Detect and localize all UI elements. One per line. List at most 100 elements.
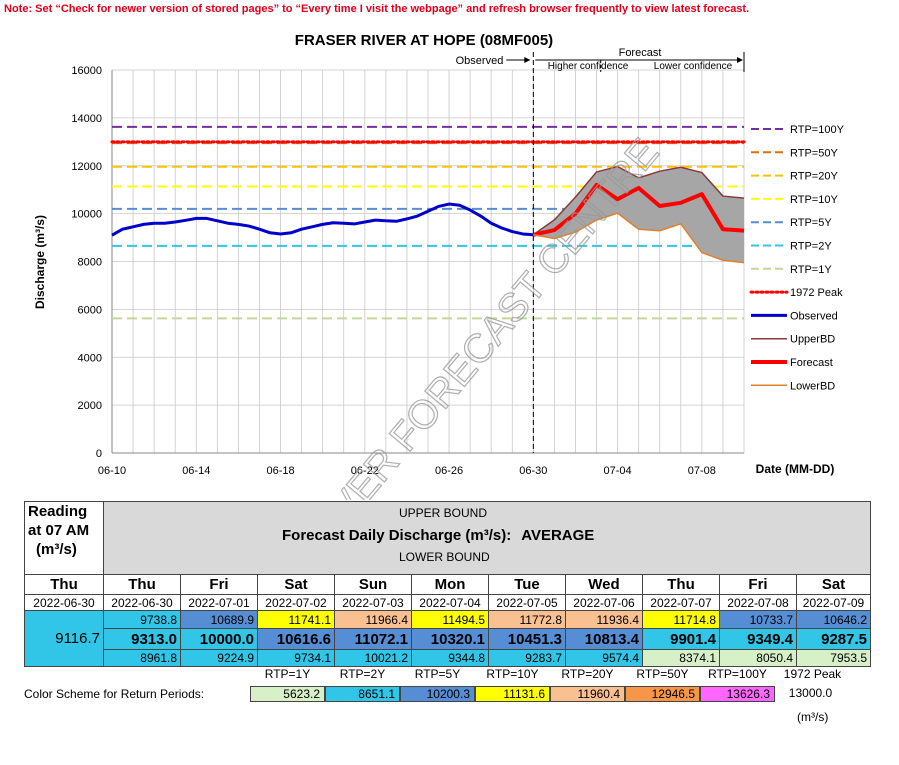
lower-bound-cell: 9344.8 — [411, 649, 489, 667]
series-line — [532, 182, 745, 237]
forecast-label: Forecast — [619, 47, 662, 59]
average-cell: 10000.0 — [180, 628, 258, 650]
x-tick-label: 06-26 — [435, 465, 463, 477]
average-cell: 10451.3 — [488, 628, 566, 650]
day-cell: Sat — [257, 574, 335, 595]
average-cell: 9349.4 — [719, 628, 797, 650]
return-period-value: 11960.4 — [550, 686, 625, 702]
reading-header-line3: (m³/s) — [36, 541, 77, 558]
discharge-chart: FRASER RIVER AT HOPE (08MF005) 0 2000 4000… — [33, 32, 845, 500]
x-tick-label: 06-10 — [98, 465, 126, 477]
date-cell: 2022-07-04 — [411, 594, 489, 611]
date-cell: 2022-07-07 — [642, 594, 720, 611]
x-tick-label: 06-14 — [182, 465, 210, 477]
higher-confidence-label: Higher confidence — [548, 61, 629, 72]
reading-header: Reading at 07 AM (m³/s) — [24, 501, 104, 575]
average-cell: 9313.0 — [103, 628, 181, 650]
y-tick-label: 8000 — [78, 257, 102, 269]
return-period-name: RTP=20Y — [561, 667, 614, 681]
y-tick-label: 6000 — [78, 304, 102, 316]
x-tick-label: 06-22 — [351, 465, 379, 477]
legend-label: RTP=50Y — [790, 147, 838, 159]
y-tick-label: 14000 — [71, 113, 102, 125]
lower-confidence-label: Lower confidence — [654, 61, 733, 72]
y-tick-label: 2000 — [78, 400, 102, 412]
reading-header-line1: Reading — [28, 503, 88, 520]
reading-value: 9116.7 — [24, 610, 104, 667]
series-line — [111, 202, 534, 237]
legend-label: RTP=10Y — [790, 194, 838, 206]
date-cell: 2022-07-08 — [719, 594, 797, 611]
confidence-band — [533, 166, 744, 263]
upper-bound-cell: 10646.2 — [796, 610, 871, 629]
date-cell: 2022-07-02 — [257, 594, 335, 611]
lower-bound-cell: 9283.7 — [488, 649, 566, 667]
reading-date: 2022-06-30 — [24, 594, 104, 611]
upper-bound-cell: 10733.7 — [719, 610, 797, 629]
series-line — [532, 165, 745, 236]
x-tick-label: 07-04 — [604, 465, 632, 477]
legend-label: RTP=5Y — [790, 217, 832, 229]
day-cell: Thu — [103, 574, 181, 595]
day-cell: Thu — [642, 574, 720, 595]
color-scheme-unit: (m³/s) — [797, 710, 829, 724]
reading-header-line2: at 07 AM — [28, 522, 90, 539]
return-period-value: 11131.6 — [475, 686, 550, 702]
chart-title: FRASER RIVER AT HOPE (08MF005) — [295, 32, 553, 49]
upper-bound-cell: 11772.8 — [488, 610, 566, 629]
return-period-name: RTP=2Y — [339, 667, 386, 681]
upper-bound-cell: 9738.8 — [103, 610, 181, 629]
x-axis-label: Date (MM-DD) — [756, 462, 835, 476]
forecast-header-title: Forecast Daily Discharge (m³/s): — [282, 527, 512, 544]
lower-bound-cell: 9574.4 — [565, 649, 643, 667]
date-cell: 2022-07-01 — [180, 594, 258, 611]
upper-bound-label: UPPER BOUND — [399, 506, 488, 520]
day-cell: Fri — [719, 574, 797, 595]
upper-bound-cell: 11714.8 — [642, 610, 720, 629]
reading-day: Thu — [24, 574, 104, 595]
lower-bound-cell: 10021.2 — [334, 649, 412, 667]
observed-label: Observed — [456, 55, 504, 67]
y-axis-label: Discharge (m³/s) — [33, 215, 47, 309]
legend-label: LowerBD — [790, 380, 835, 392]
x-tick-label: 07-08 — [688, 465, 716, 477]
y-tick-label: 12000 — [71, 161, 102, 173]
average-cell: 9901.4 — [642, 628, 720, 650]
y-tick-label: 10000 — [71, 209, 102, 221]
return-period-name: RTP=5Y — [414, 667, 461, 681]
average-cell: 11072.1 — [334, 628, 412, 650]
return-period-name: RTP=100Y — [708, 667, 767, 681]
legend-label: Observed — [790, 310, 838, 322]
day-cell: Sat — [796, 574, 871, 595]
date-cell: 2022-07-09 — [796, 594, 871, 611]
lower-bound-cell: 8050.4 — [719, 649, 797, 667]
legend-label: RTP=100Y — [790, 124, 845, 136]
average-cell: 9287.5 — [796, 628, 871, 650]
legend-label: UpperBD — [790, 334, 835, 346]
lower-bound-label: LOWER BOUND — [399, 550, 490, 564]
day-cell: Sun — [334, 574, 412, 595]
lower-bound-cell: 9734.1 — [257, 649, 335, 667]
legend-label: RTP=2Y — [790, 241, 832, 253]
day-cell: Fri — [180, 574, 258, 595]
day-cell: Wed — [565, 574, 643, 595]
plot-area: 0 2000 4000 6000 8000 10000 12000 14000 16000 06-… — [71, 47, 844, 477]
return-period-name: RTP=50Y — [636, 667, 689, 681]
color-scheme: Color Scheme for Return Periods: RTP=1Y 5… — [24, 667, 874, 757]
return-period-value: 12946.5 — [625, 686, 700, 702]
legend-label: RTP=1Y — [790, 264, 832, 276]
forecast-note: Note: Set “Check for newer version of st… — [4, 3, 750, 15]
average-cell: 10616.6 — [257, 628, 335, 650]
y-tick-label: 16000 — [71, 65, 102, 77]
upper-bound-cell: 11741.1 — [257, 610, 335, 629]
legend-label: Forecast — [790, 357, 833, 369]
lower-bound-cell: 8374.1 — [642, 649, 720, 667]
average-label: AVERAGE — [521, 527, 595, 544]
return-period-value: 13000.0 — [775, 686, 850, 702]
return-period-name: 1972 Peak — [783, 667, 842, 681]
x-tick-label: 06-30 — [519, 465, 547, 477]
return-period-value: 10200.3 — [400, 686, 475, 702]
day-cell: Mon — [411, 574, 489, 595]
upper-bound-cell: 10689.9 — [180, 610, 258, 629]
series-line — [533, 212, 745, 264]
